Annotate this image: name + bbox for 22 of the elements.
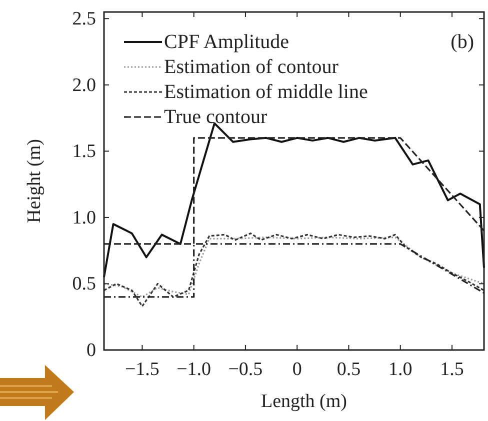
- legend-label: True contour: [164, 106, 268, 128]
- x-tick-label: −0.5: [228, 359, 263, 380]
- x-tick-label: 0.5: [336, 359, 361, 380]
- y-tick-label: 1.0: [72, 207, 96, 228]
- line-series: [103, 122, 485, 278]
- x-tick-label: 1.0: [388, 359, 412, 380]
- annotation: (b): [450, 31, 474, 53]
- line-series: [103, 232, 485, 308]
- x-tick-label: −1.0: [176, 359, 212, 380]
- legend-label: Estimation of middle line: [164, 81, 368, 103]
- x-tick-label: −1.5: [124, 359, 160, 380]
- y-tick-label: 1.5: [72, 141, 96, 162]
- x-axis-title: Length (m): [260, 391, 348, 412]
- legend-label: CPF Amplitude: [164, 31, 290, 53]
- y-tick-label: 0.5: [72, 274, 96, 295]
- x-tick-label: 1.5: [440, 359, 464, 380]
- y-tick-label: 0: [86, 340, 96, 361]
- x-tick-label: 0: [292, 359, 302, 380]
- y-tick-label: 2.5: [72, 8, 96, 30]
- y-tick-label: 2.0: [72, 74, 96, 96]
- y-axis-title: Height (m): [24, 139, 45, 223]
- legend-label: Estimation of contour: [164, 56, 339, 78]
